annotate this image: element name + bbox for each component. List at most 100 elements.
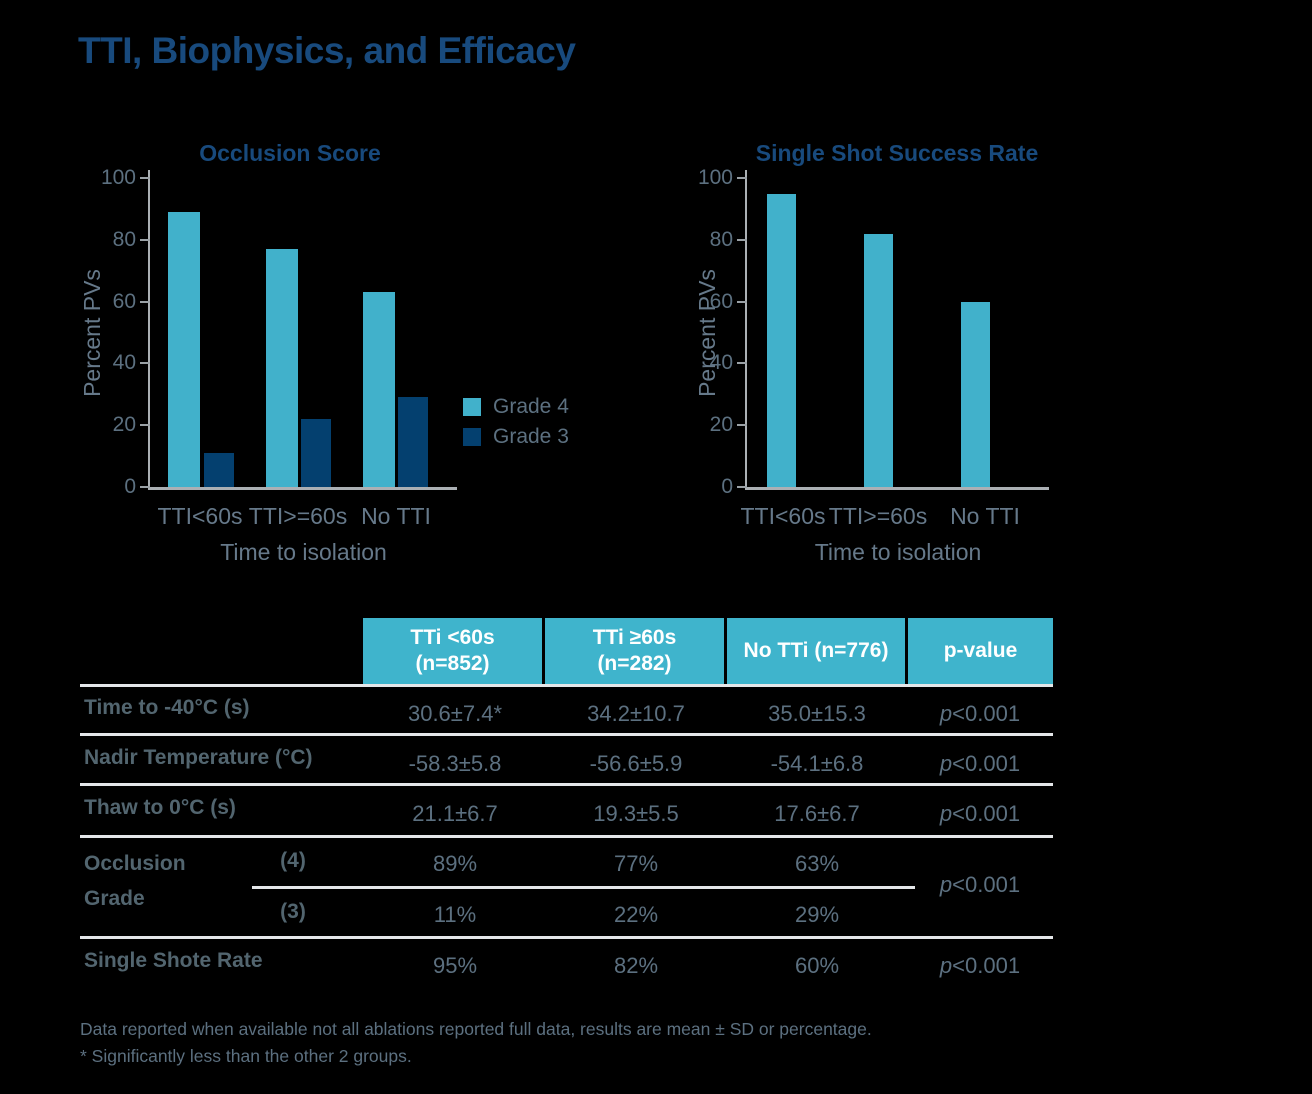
p-value-cell: p<0.001 bbox=[939, 751, 1021, 776]
x-category-label: TTI>=60s bbox=[828, 503, 928, 529]
table-rule-6 bbox=[80, 936, 1053, 939]
y-tick-label-100: 100 bbox=[100, 166, 136, 190]
table-header-cell-2: TTi ≥60s (n=282) bbox=[545, 618, 727, 684]
occlusion-score-x-axis-label: Time to isolation bbox=[220, 539, 387, 565]
header-line2: (n=282) bbox=[597, 652, 672, 675]
bar-single-shot-success-TTI<60s bbox=[767, 194, 796, 487]
legend-swatch-icon bbox=[463, 398, 481, 416]
x-category-label: No TTI bbox=[950, 503, 1020, 529]
occlusion-grade-legend: Grade 4 Grade 3 bbox=[463, 392, 569, 452]
single-shot-chart: Percent PVs Time to isolation 0 20 40 60 80 1… bbox=[694, 166, 1049, 565]
row-label-2: Nadir Temperature (°C) bbox=[84, 746, 313, 769]
header-line1: TTi <60s bbox=[410, 626, 495, 649]
table-cell: 30.6±7.4* bbox=[407, 701, 503, 726]
x-category-label: No TTI bbox=[361, 503, 431, 529]
table-header-cell-4: p-value bbox=[908, 618, 1053, 684]
x-category-label: TTI>=60s bbox=[248, 503, 348, 529]
footnote-data-reported: Data reported when available not all abl… bbox=[80, 1019, 872, 1039]
bar-grade-4-No TTI bbox=[363, 292, 395, 487]
header-line1: p-value bbox=[943, 639, 1018, 662]
y-tick-label-40: 40 bbox=[709, 351, 733, 375]
legend-item-grade-3: Grade 3 bbox=[463, 422, 569, 452]
bar-grade-3-No TTI bbox=[398, 397, 428, 487]
y-tick-label-20: 20 bbox=[709, 413, 733, 437]
y-tick-label-40: 40 bbox=[112, 351, 136, 375]
y-tick-label-80: 80 bbox=[112, 227, 136, 251]
header-line2: (n=852) bbox=[415, 652, 490, 675]
occlusion-subgrade-label: (3) bbox=[280, 900, 306, 923]
table-cell: -56.6±5.9 bbox=[589, 751, 683, 776]
footnote-significance: * Significantly less than the other 2 gr… bbox=[80, 1046, 412, 1066]
y-tick-mark-100 bbox=[737, 177, 747, 180]
table-cell: -54.1±6.8 bbox=[770, 751, 864, 776]
y-tick-mark-20 bbox=[737, 424, 747, 427]
table-header-cell-3: No TTi (n=776) bbox=[727, 618, 908, 684]
table-cell: 95% bbox=[432, 953, 478, 978]
y-tick-mark-60 bbox=[737, 300, 747, 303]
occlusion-label-line1: Occlusion bbox=[84, 852, 186, 875]
table-cell: 19.3±5.5 bbox=[593, 801, 679, 826]
table-rule-1 bbox=[80, 684, 1053, 687]
table-cell: 60% bbox=[794, 953, 840, 978]
y-tick-label-20: 20 bbox=[112, 413, 136, 437]
legend-item-grade-4: Grade 4 bbox=[463, 392, 569, 422]
x-category-label: TTI<60s bbox=[157, 503, 243, 529]
legend-label: Grade 3 bbox=[493, 425, 569, 448]
table-cell: 77% bbox=[613, 851, 659, 876]
y-tick-mark-40 bbox=[140, 362, 150, 365]
table-cell: 22% bbox=[613, 902, 659, 927]
y-tick-label-100: 100 bbox=[697, 166, 733, 190]
table-cell: 35.0±15.3 bbox=[768, 701, 866, 726]
table-cell: 63% bbox=[794, 851, 840, 876]
p-value-cell-occlusion: p<0.001 bbox=[939, 872, 1021, 897]
table-rule-3 bbox=[80, 783, 1053, 786]
y-tick-mark-80 bbox=[140, 238, 150, 241]
table-cell: 17.6±6.7 bbox=[774, 801, 860, 826]
header-line1: TTi ≥60s bbox=[592, 626, 677, 649]
table-rule-5 bbox=[252, 886, 915, 889]
table-cell: 21.1±6.7 bbox=[412, 801, 498, 826]
bar-grade-3-TTI>=60s bbox=[301, 419, 331, 487]
occlusion-label-line2: Grade bbox=[84, 887, 145, 910]
bar-grade-4-TTI>=60s bbox=[266, 249, 298, 487]
bar-single-shot-success-TTI>=60s bbox=[864, 234, 893, 487]
row-label-single-shot: Single Shote Rate bbox=[84, 949, 263, 972]
x-category-label: TTI<60s bbox=[740, 503, 826, 529]
occlusion-subgrade-label: (4) bbox=[280, 849, 306, 872]
header-line1: No TTi (n=776) bbox=[743, 639, 889, 662]
y-tick-mark-80 bbox=[737, 238, 747, 241]
occlusion-score-chart: Percent PVs Time to isolation 0 20 40 60 80 1… bbox=[79, 166, 457, 565]
y-tick-mark-0 bbox=[737, 486, 747, 488]
table-header-row: TTi <60s (n=852) TTi ≥60s (n=282) No TTi (n=… bbox=[363, 618, 1053, 684]
single-shot-x-axis-label: Time to isolation bbox=[814, 539, 982, 565]
table-cell: -58.3±5.8 bbox=[408, 751, 502, 776]
table-cell: 29% bbox=[794, 902, 840, 927]
occlusion-score-chart-title: Occlusion Score bbox=[199, 140, 381, 166]
legend-label: Grade 4 bbox=[493, 395, 569, 418]
page-title: TTI, Biophysics, and Efficacy bbox=[78, 30, 576, 71]
results-table: TTi <60s (n=852) TTi ≥60s (n=282) No TTi (n=… bbox=[80, 618, 1053, 1028]
table-cell: 34.2±10.7 bbox=[587, 701, 685, 726]
table-rule-2 bbox=[80, 733, 1053, 736]
bar-single-shot-success-No TTI bbox=[961, 302, 990, 487]
bar-grade-4-TTI<60s bbox=[168, 212, 200, 487]
y-tick-label-0: 0 bbox=[124, 475, 136, 498]
table-cell: 82% bbox=[613, 953, 659, 978]
table-cell: 89% bbox=[432, 851, 478, 876]
table-rule-4 bbox=[80, 835, 1053, 838]
y-tick-mark-40 bbox=[737, 362, 747, 365]
p-value-cell-single-shot: p<0.001 bbox=[939, 953, 1021, 978]
y-tick-mark-100 bbox=[140, 177, 150, 180]
legend-swatch-icon bbox=[463, 428, 481, 446]
y-tick-mark-0 bbox=[140, 486, 150, 488]
row-label-3: Thaw to 0°C (s) bbox=[84, 796, 236, 819]
y-tick-label-60: 60 bbox=[709, 289, 733, 313]
y-tick-mark-20 bbox=[140, 424, 150, 427]
row-label-occlusion-grade: Occlusion Grade bbox=[84, 846, 186, 916]
y-tick-label-0: 0 bbox=[721, 475, 733, 498]
table-cell: 11% bbox=[433, 902, 477, 927]
y-tick-mark-60 bbox=[140, 300, 150, 303]
y-tick-label-80: 80 bbox=[709, 227, 733, 251]
p-value-cell: p<0.001 bbox=[939, 801, 1021, 826]
